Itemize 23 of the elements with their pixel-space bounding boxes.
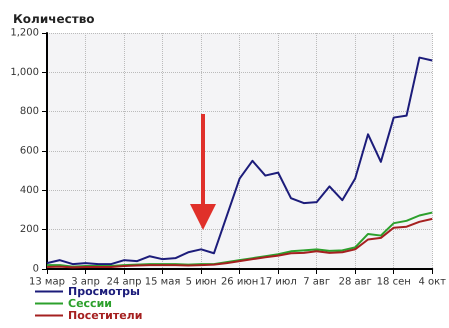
y-tick-label: 1,200	[10, 28, 39, 38]
y-axis-title: Количество	[13, 12, 95, 26]
y-tick-label: 800	[20, 106, 39, 118]
x-tick-label: 18 сен	[376, 276, 411, 288]
y-tick-label: 1,000	[10, 66, 39, 78]
x-tick-label: 24 апр	[106, 276, 142, 288]
x-tick-label: 5 июн	[186, 276, 217, 288]
x-tick-label: 15 мая	[144, 276, 180, 288]
line-series	[46, 56, 434, 266]
legend-label: Просмотры	[68, 285, 140, 298]
x-tick-label: 7 авг	[303, 276, 330, 288]
legend-label: Сессии	[68, 297, 112, 310]
legend-label: Посетители	[68, 309, 142, 322]
y-tick-label: 0	[32, 264, 39, 274]
y-tick-label: 200	[20, 224, 39, 236]
x-tick-label: 3 апр	[71, 276, 100, 288]
x-tick-label: 26 июн	[220, 276, 258, 288]
x-tick-label: 17 июл	[260, 276, 297, 288]
y-tick-label: 600	[20, 146, 39, 156]
x-tick-label: 13 мар	[29, 276, 65, 288]
x-tick-label: 28 авг	[338, 276, 372, 288]
y-tick-label: 400	[20, 184, 39, 196]
x-tick-label: 4 окт	[418, 276, 446, 288]
